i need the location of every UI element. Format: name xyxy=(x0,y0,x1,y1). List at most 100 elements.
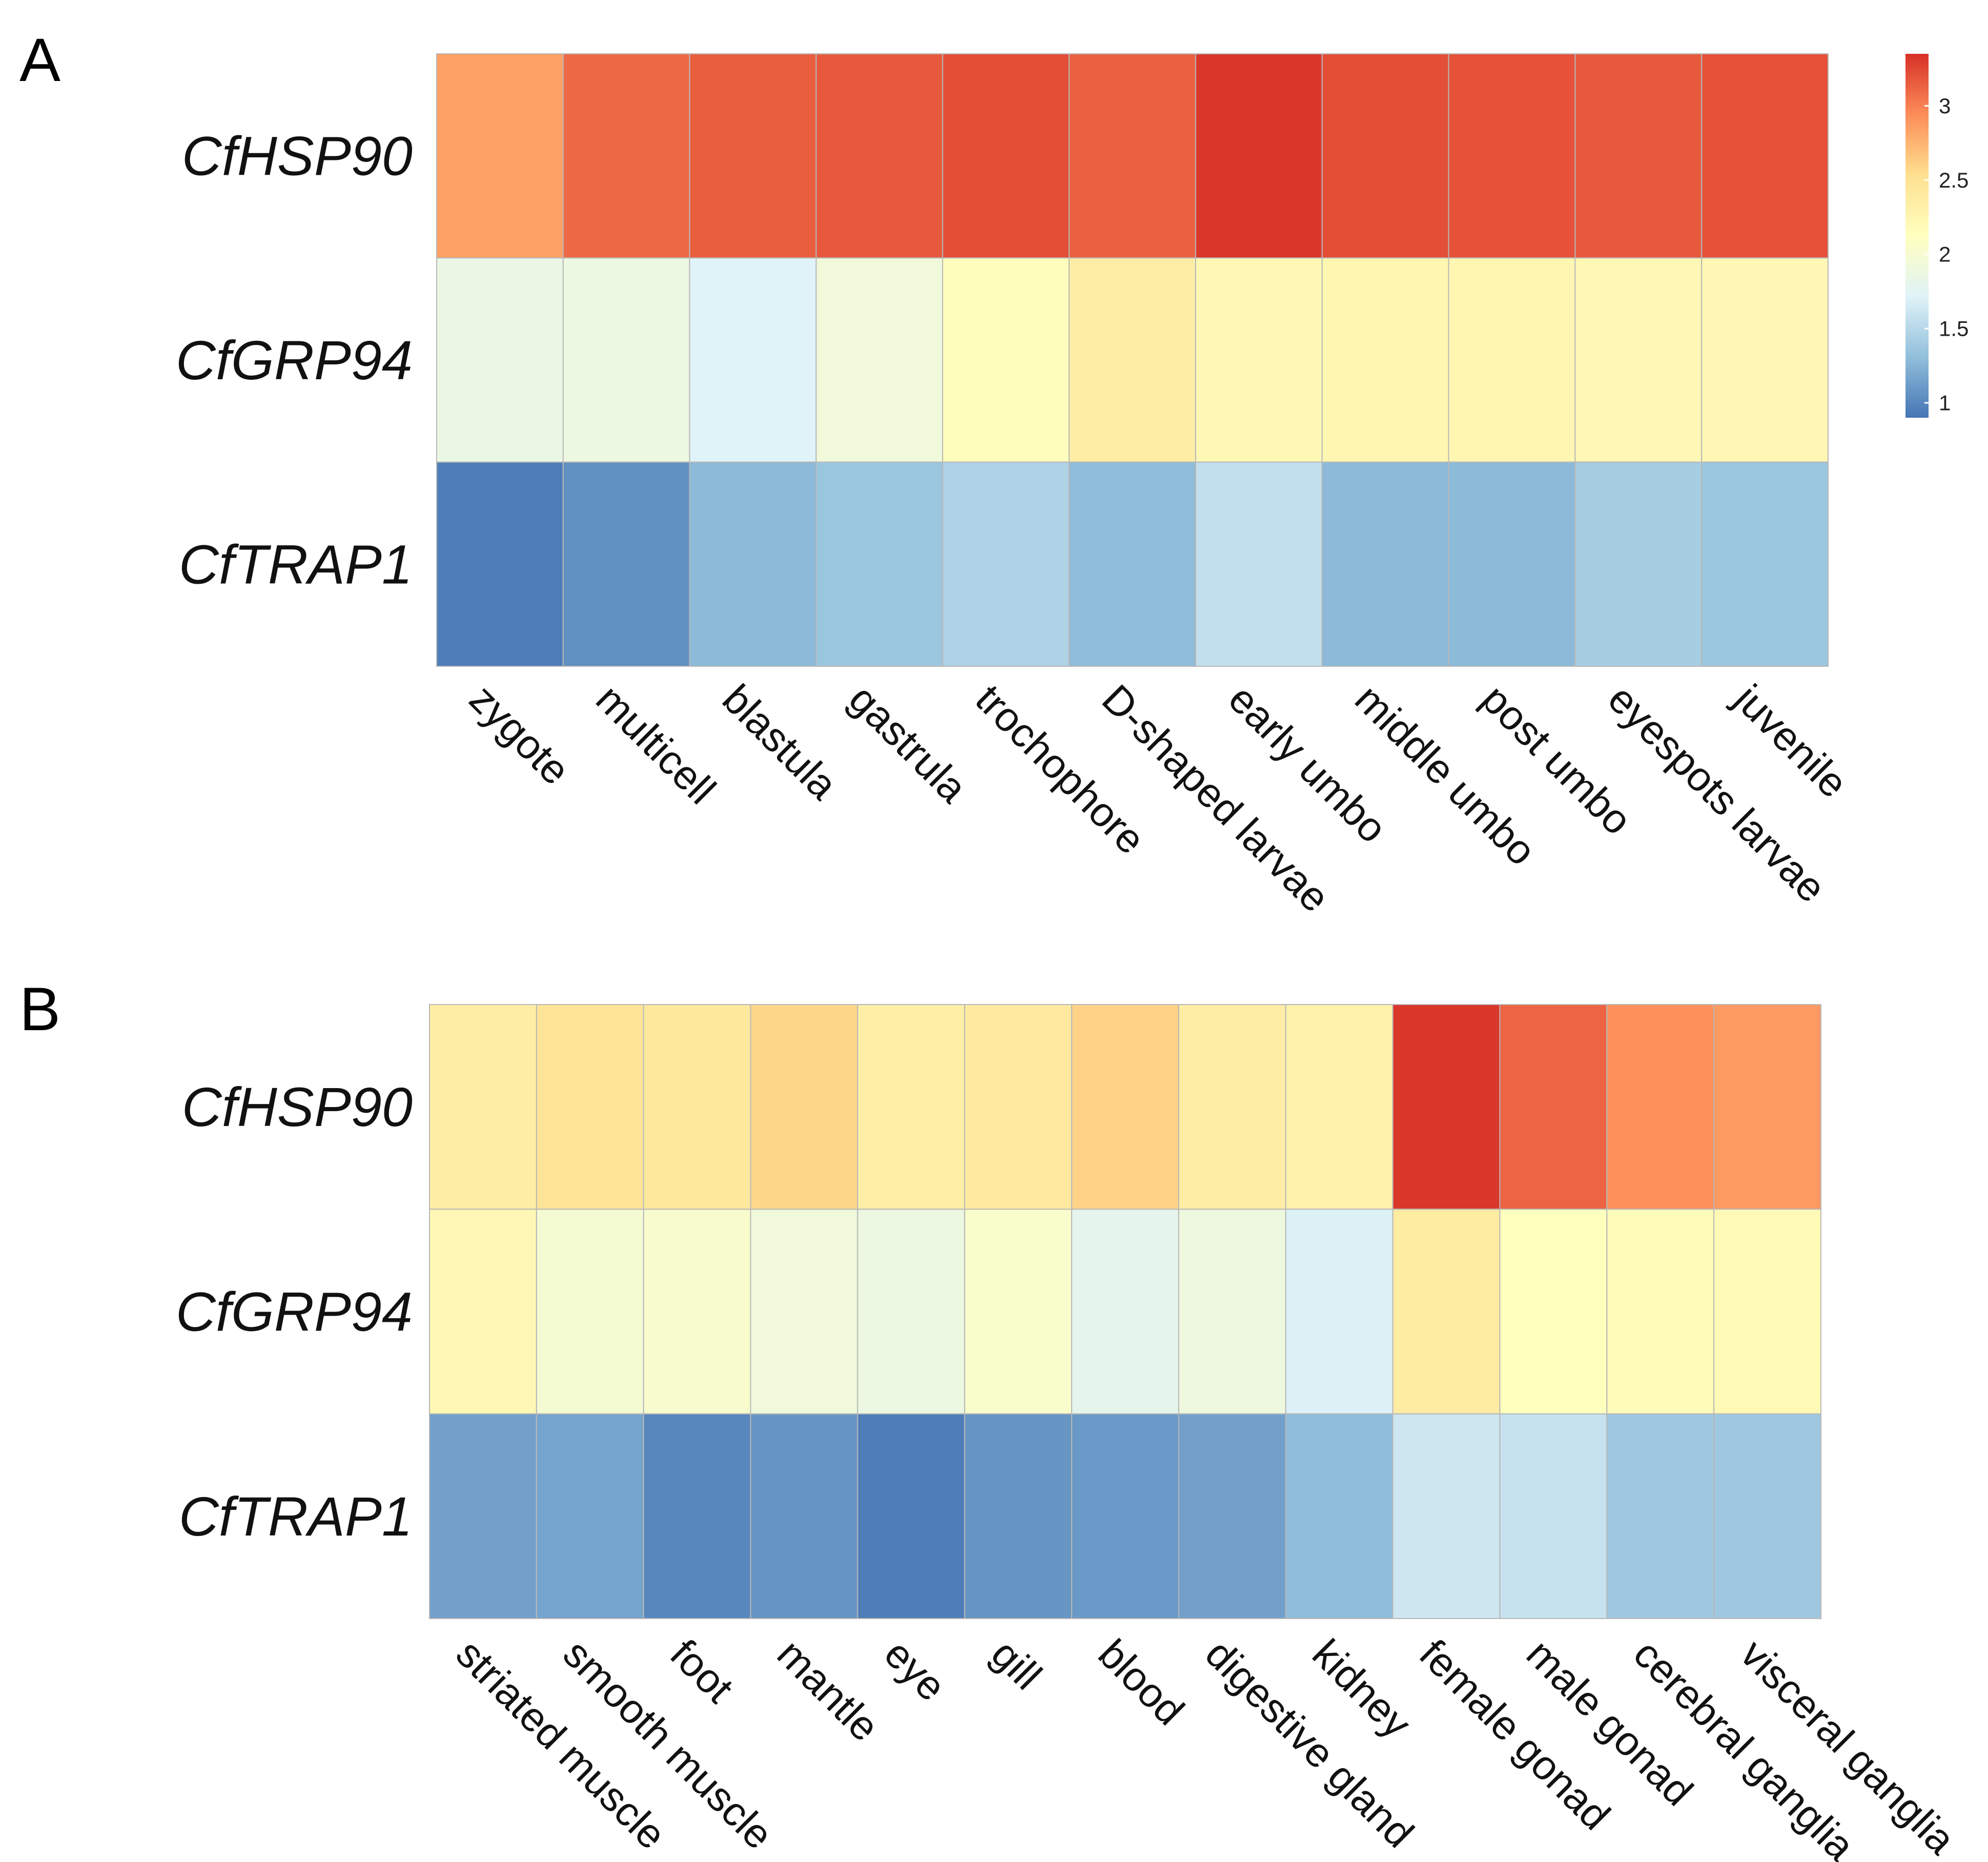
row-label-cfgrp94: CfGRP94 xyxy=(176,329,413,391)
heatmap-cell-cfgrp94-zygote xyxy=(436,257,564,463)
heatmap-cell-cfhsp90-smooth-muscle xyxy=(536,1004,644,1210)
heatmap-cell-cfgrp94-digestive-gland xyxy=(1178,1209,1286,1415)
heatmap-cell-cftrap1-eye xyxy=(857,1413,966,1620)
column-label-eye: eye xyxy=(876,1631,955,1710)
heatmap-cell-cfhsp90-male-gonad xyxy=(1499,1004,1608,1210)
row-label-cfhsp90: CfHSP90 xyxy=(182,125,413,187)
heatmap-cell-cftrap1-juvenile xyxy=(1701,461,1829,667)
heatmap-cell-cfgrp94-gill xyxy=(964,1209,1073,1415)
heatmap-cell-cfhsp90-zygote xyxy=(436,53,564,259)
heatmap-cell-cftrap1-smooth-muscle xyxy=(536,1413,644,1620)
heatmap-cell-cftrap1-d-shaped-larvae xyxy=(1069,461,1196,667)
heatmap-cell-cftrap1-blood xyxy=(1071,1413,1179,1620)
heatmap-cell-cftrap1-blastula xyxy=(689,461,817,667)
heatmap-cell-cfhsp90-trochophore xyxy=(942,53,1070,259)
heatmap-cell-cfhsp90-d-shaped-larvae xyxy=(1069,53,1196,259)
column-label-zygote: zygote xyxy=(461,676,579,794)
heatmap-cell-cfgrp94-juvenile xyxy=(1701,257,1829,463)
heatmap-cell-cfgrp94-blastula xyxy=(689,257,817,463)
heatmap-cell-cftrap1-male-gonad xyxy=(1499,1413,1608,1620)
legend-tick-label: 3 xyxy=(1939,94,1951,118)
heatmap-cell-cfhsp90-eye xyxy=(857,1004,966,1210)
heatmap-cell-cftrap1-early-umbo xyxy=(1195,461,1323,667)
heatmap-cell-cfgrp94-visceral-ganglia xyxy=(1713,1209,1821,1415)
heatmap-cell-cfgrp94-female-gonad xyxy=(1392,1209,1501,1415)
heatmap-cell-cfhsp90-eyespots-larvae xyxy=(1574,53,1703,259)
heatmap-cell-cftrap1-eyespots-larvae xyxy=(1574,461,1703,667)
legend-tick-label: 1 xyxy=(1939,391,1951,415)
heatmap-cell-cfgrp94-blood xyxy=(1071,1209,1179,1415)
heatmap-cell-cfgrp94-foot xyxy=(643,1209,751,1415)
heatmap-cell-cfhsp90-mantle xyxy=(750,1004,858,1210)
heatmap-cell-cftrap1-digestive-gland xyxy=(1178,1413,1286,1620)
heatmap-cell-cfhsp90-multicell xyxy=(562,53,690,259)
legend-tick-label: 2.5 xyxy=(1939,168,1969,192)
heatmap-cell-cfhsp90-digestive-gland xyxy=(1178,1004,1286,1210)
column-label-gill: gill xyxy=(983,1631,1051,1699)
column-label-mantle: mantle xyxy=(769,1631,888,1750)
column-label-foot: foot xyxy=(662,1631,742,1711)
panel-label-b: B xyxy=(19,975,60,1043)
heatmap-cell-cfhsp90-gill xyxy=(964,1004,1073,1210)
heatmap-cell-cfgrp94-trochophore xyxy=(942,257,1070,463)
heatmap-cell-cfgrp94-post-umbo xyxy=(1448,257,1576,463)
heatmap-cell-cfhsp90-middle-umbo xyxy=(1321,53,1449,259)
heatmap-cell-cfgrp94-kidney xyxy=(1285,1209,1393,1415)
heatmap-cell-cftrap1-trochophore xyxy=(942,461,1070,667)
heatmap-cell-cfhsp90-visceral-ganglia xyxy=(1713,1004,1821,1210)
column-label-blastula: blastula xyxy=(714,676,846,808)
column-label-d-shaped-larvae: D-shaped larvae xyxy=(1094,676,1339,921)
heatmap-cell-cfhsp90-juvenile xyxy=(1701,53,1829,259)
row-label-cftrap1: CfTRAP1 xyxy=(179,1485,413,1547)
heatmap-cell-cftrap1-zygote xyxy=(436,461,564,667)
heatmap-cell-cfgrp94-eyespots-larvae xyxy=(1574,257,1703,463)
heatmap-cell-cfhsp90-striated-muscle xyxy=(429,1004,537,1210)
heatmap-cell-cftrap1-multicell xyxy=(562,461,690,667)
heatmap-cell-cfhsp90-cerebral-ganglia xyxy=(1606,1004,1715,1210)
legend-tick-label: 2 xyxy=(1939,242,1951,267)
heatmap-cell-cfgrp94-mantle xyxy=(750,1209,858,1415)
heatmap-cell-cfhsp90-early-umbo xyxy=(1195,53,1323,259)
legend-tick-label: 1.5 xyxy=(1939,317,1969,341)
column-label-blood: blood xyxy=(1090,1631,1193,1734)
heatmap-cell-cftrap1-mantle xyxy=(750,1413,858,1620)
heatmap-cell-cftrap1-kidney xyxy=(1285,1413,1393,1620)
column-label-female-gonad: female gonad xyxy=(1411,1631,1619,1839)
column-label-juvenile: juvenile xyxy=(1725,675,1856,806)
row-label-cfgrp94: CfGRP94 xyxy=(176,1281,413,1343)
heatmap-cell-cfhsp90-foot xyxy=(643,1004,751,1210)
legend-color-bar xyxy=(1905,54,1929,418)
heatmap-cell-cfgrp94-eye xyxy=(857,1209,966,1415)
heatmap-cell-cfhsp90-blood xyxy=(1071,1004,1179,1210)
heatmap-cell-cfhsp90-blastula xyxy=(689,53,817,259)
heatmap-cell-cfgrp94-early-umbo xyxy=(1195,257,1323,463)
column-label-multicell: multicell xyxy=(587,676,724,813)
heatmap-cell-cfhsp90-female-gonad xyxy=(1392,1004,1501,1210)
heatmap-panel-a: CfHSP90 CfGRP94 CfTRAP1 zygote multicellblas… xyxy=(176,53,1856,921)
heatmap-cell-cftrap1-visceral-ganglia xyxy=(1713,1413,1821,1620)
heatmap-cell-cfgrp94-smooth-muscle xyxy=(536,1209,644,1415)
heatmap-cell-cfhsp90-gastrula xyxy=(815,53,944,259)
heatmap-cell-cftrap1-gastrula xyxy=(815,461,944,667)
column-label-gastrula: gastrula xyxy=(841,676,976,812)
row-label-cfhsp90: CfHSP90 xyxy=(182,1076,413,1138)
color-legend: 1 1.5 2 2.5 3 xyxy=(1905,54,1969,418)
heatmap-cell-cftrap1-striated-muscle xyxy=(429,1413,537,1620)
panel-label-a: A xyxy=(19,26,60,94)
heatmap-cell-cfgrp94-middle-umbo xyxy=(1321,257,1449,463)
heatmap-cell-cfgrp94-multicell xyxy=(562,257,690,463)
heatmap-cell-cftrap1-foot xyxy=(643,1413,751,1620)
heatmap-cell-cftrap1-post-umbo xyxy=(1448,461,1576,667)
heatmap-cell-cfgrp94-cerebral-ganglia xyxy=(1606,1209,1715,1415)
heatmap-cell-cfhsp90-kidney xyxy=(1285,1004,1393,1210)
column-label-eyespots-larvae: eyespots larvae xyxy=(1600,676,1835,911)
heatmap-cell-cftrap1-gill xyxy=(964,1413,1073,1620)
heatmap-cell-cftrap1-middle-umbo xyxy=(1321,461,1449,667)
heatmap-cell-cfgrp94-gastrula xyxy=(815,257,944,463)
heatmap-cell-cfhsp90-post-umbo xyxy=(1448,53,1576,259)
heatmap-cell-cftrap1-female-gonad xyxy=(1392,1413,1501,1620)
heatmap-cell-cfgrp94-male-gonad xyxy=(1499,1209,1608,1415)
heatmap-cell-cfgrp94-d-shaped-larvae xyxy=(1069,257,1196,463)
